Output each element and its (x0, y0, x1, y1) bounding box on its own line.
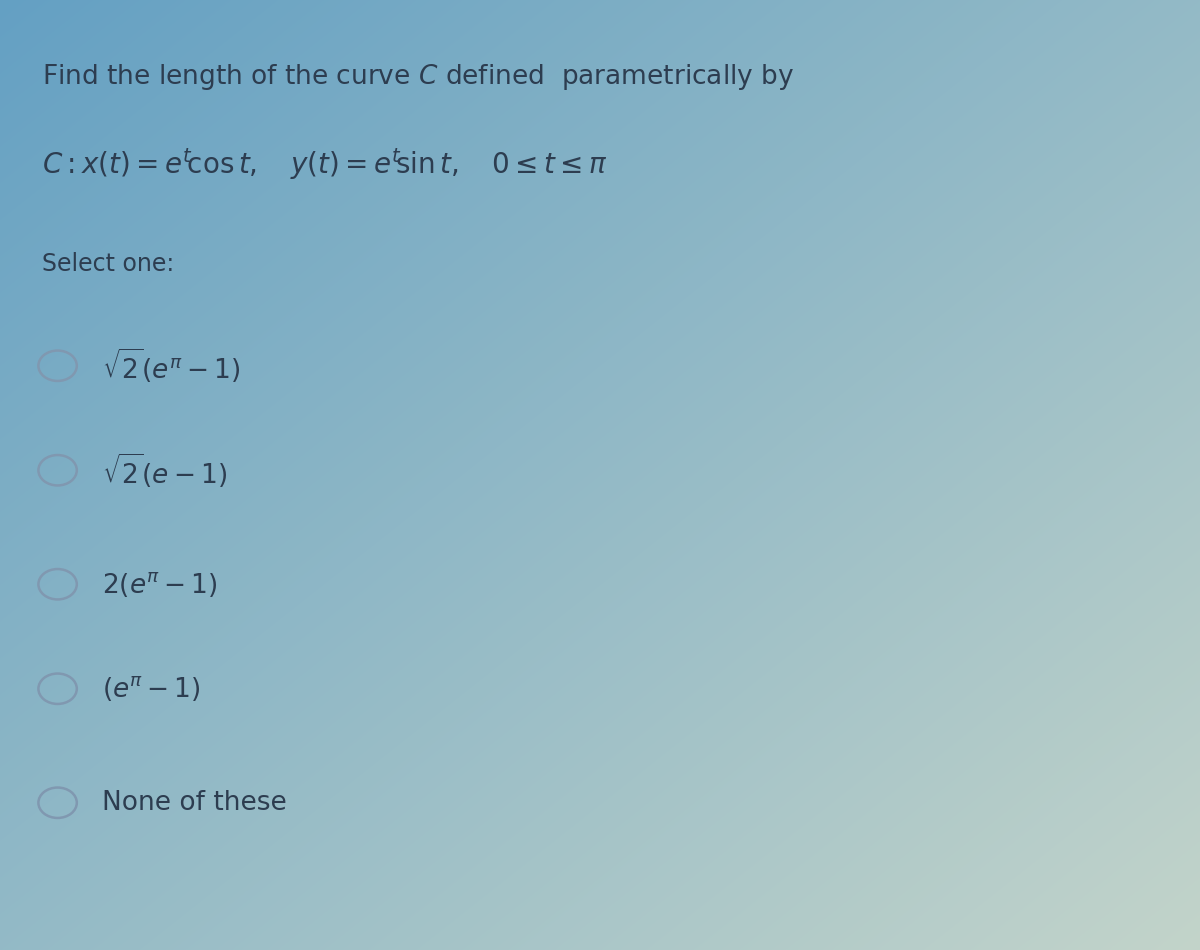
Text: $\sqrt{2}(e^{\pi} - 1)$: $\sqrt{2}(e^{\pi} - 1)$ (102, 347, 240, 385)
Text: $\sqrt{2}(e - 1)$: $\sqrt{2}(e - 1)$ (102, 451, 227, 489)
Text: Select one:: Select one: (42, 252, 174, 275)
Text: None of these: None of these (102, 789, 287, 816)
Text: Find the length of the curve $C$ defined  parametrically by: Find the length of the curve $C$ defined… (42, 62, 794, 92)
Text: $C : x(t) = e^t\!\cos t, \quad y(t) = e^t\!\sin t, \quad 0 \leq t \leq \pi$: $C : x(t) = e^t\!\cos t, \quad y(t) = e^… (42, 147, 607, 182)
Text: $2(e^{\pi} - 1)$: $2(e^{\pi} - 1)$ (102, 570, 217, 598)
Text: $(e^{\pi} - 1)$: $(e^{\pi} - 1)$ (102, 674, 200, 703)
